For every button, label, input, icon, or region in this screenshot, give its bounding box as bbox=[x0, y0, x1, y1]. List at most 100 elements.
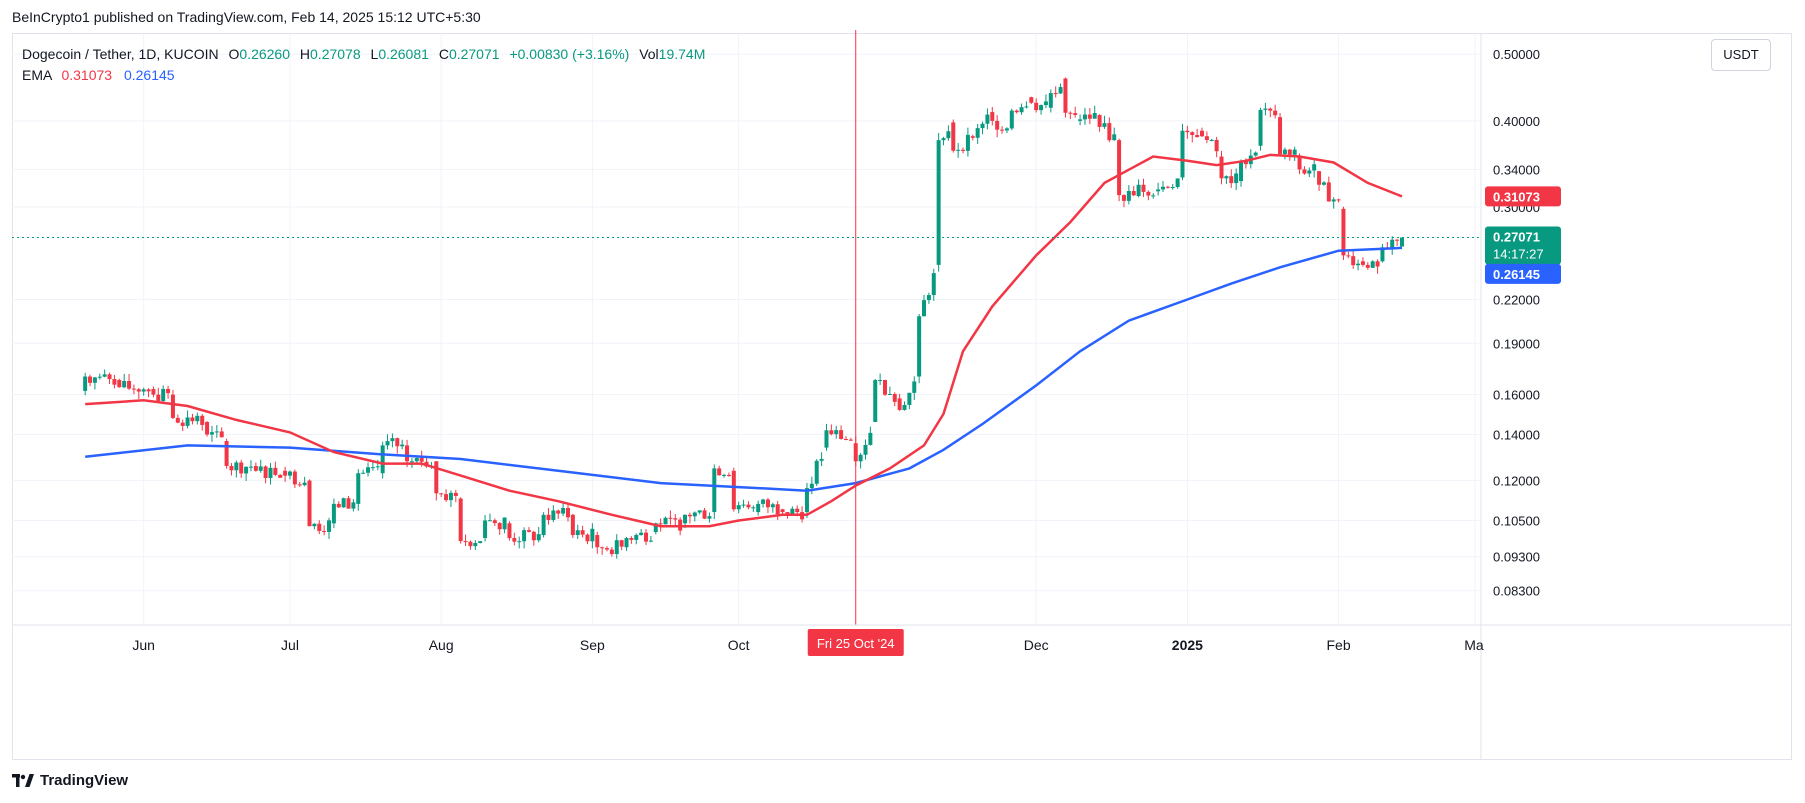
candle-body bbox=[1297, 156, 1302, 170]
candle-body bbox=[775, 504, 780, 515]
candle-body bbox=[1063, 78, 1068, 113]
candle-body bbox=[1019, 107, 1024, 113]
candle-body bbox=[1346, 255, 1351, 257]
y-tick-label: 0.34000 bbox=[1493, 162, 1540, 177]
candle-body bbox=[1102, 123, 1107, 127]
candle-body bbox=[439, 493, 444, 495]
candle-body bbox=[804, 488, 809, 513]
high-value: 0.27078 bbox=[310, 46, 361, 62]
candle-body bbox=[878, 379, 883, 381]
candle-body bbox=[526, 530, 531, 532]
candle-body bbox=[1000, 129, 1005, 131]
tradingview-logo-icon bbox=[12, 774, 34, 787]
candle-body bbox=[639, 532, 644, 536]
candle-body bbox=[1048, 93, 1053, 108]
y-tick-label: 0.16000 bbox=[1493, 388, 1540, 403]
candle-body bbox=[92, 377, 97, 383]
candle-body bbox=[965, 134, 970, 151]
candle-body bbox=[1209, 139, 1214, 141]
crosshair-date-label: Fri 25 Oct '24 bbox=[817, 636, 895, 651]
candle-body bbox=[731, 470, 736, 510]
currency-button[interactable]: USDT bbox=[1711, 39, 1771, 71]
candle-body bbox=[829, 430, 834, 435]
candle-body bbox=[868, 432, 873, 445]
candle-body bbox=[224, 440, 229, 466]
candle-body bbox=[595, 535, 600, 548]
candle-body bbox=[546, 514, 551, 520]
candle-body bbox=[770, 504, 775, 508]
candle-body bbox=[1004, 128, 1009, 131]
x-tick-label: 2025 bbox=[1172, 637, 1203, 653]
candle-body bbox=[761, 499, 766, 504]
candle-body bbox=[707, 516, 712, 519]
candle-body bbox=[307, 480, 312, 527]
candle-body bbox=[1395, 239, 1400, 241]
candle-body bbox=[663, 517, 668, 525]
candle-body bbox=[253, 465, 258, 471]
candle-body bbox=[244, 466, 249, 474]
candle-body bbox=[1087, 114, 1092, 119]
candle-body bbox=[1214, 139, 1219, 152]
candle-body bbox=[214, 431, 219, 433]
tradingview-logo[interactable]: TradingView bbox=[12, 772, 128, 789]
candle-body bbox=[609, 549, 614, 555]
candle-body bbox=[1024, 106, 1029, 108]
candle-body bbox=[229, 465, 234, 471]
y-tick-label: 0.19000 bbox=[1493, 336, 1540, 351]
candle-body bbox=[1190, 132, 1195, 136]
high-label: H bbox=[299, 46, 311, 62]
candle-body bbox=[522, 530, 527, 542]
candle-body bbox=[751, 507, 756, 509]
ema-label[interactable]: EMA bbox=[22, 67, 52, 83]
candle-body bbox=[1117, 140, 1122, 196]
open-value: 0.26260 bbox=[239, 46, 290, 62]
candle-body-last bbox=[1399, 237, 1404, 247]
candle-body bbox=[1107, 123, 1112, 141]
candle-body bbox=[1043, 101, 1048, 106]
candle-body bbox=[122, 381, 127, 388]
candle-body bbox=[536, 534, 541, 541]
candle-body bbox=[1151, 195, 1156, 197]
candle-body bbox=[419, 457, 424, 462]
candle-body bbox=[331, 503, 336, 524]
candle-body bbox=[1282, 149, 1287, 155]
candle-body bbox=[327, 520, 332, 532]
candle-body bbox=[1307, 170, 1312, 174]
candle-body bbox=[1224, 176, 1229, 179]
candle-body bbox=[156, 394, 161, 401]
candle-body bbox=[1268, 108, 1273, 111]
candle-body bbox=[570, 514, 575, 536]
candle-body bbox=[278, 474, 283, 478]
candle-body bbox=[1356, 263, 1361, 266]
candle-body bbox=[507, 523, 512, 539]
candle-body bbox=[414, 457, 419, 462]
candle-body bbox=[463, 541, 468, 543]
candle-body bbox=[195, 415, 200, 422]
candle-body bbox=[961, 149, 966, 151]
candle-body bbox=[1263, 108, 1268, 110]
y-tick-label: 0.12000 bbox=[1493, 474, 1540, 489]
candle-body bbox=[575, 530, 580, 536]
candle-body bbox=[1351, 256, 1356, 266]
candle-body bbox=[585, 534, 590, 542]
candle-body bbox=[112, 379, 117, 385]
candle-body bbox=[1073, 113, 1078, 115]
candle-body bbox=[302, 482, 307, 486]
candle-body bbox=[146, 389, 151, 392]
symbol-name[interactable]: Dogecoin / Tether, 1D, KUCOIN bbox=[22, 46, 219, 62]
candle-body bbox=[370, 467, 375, 469]
candle-body bbox=[580, 530, 585, 535]
candle-body bbox=[1219, 156, 1224, 179]
candle-body bbox=[478, 541, 483, 544]
candle-body bbox=[653, 523, 658, 533]
legend-ema-row: EMA 0.31073 0.26145 bbox=[22, 65, 705, 86]
candle-body bbox=[1034, 102, 1039, 111]
candle-body bbox=[561, 508, 566, 514]
x-tick-label: Jun bbox=[132, 637, 155, 653]
time-axis: Jun Jul Aug Sep Oct Dec 2025 Feb Ma Fri 25 Oct '2… bbox=[12, 624, 1792, 656]
candle-body bbox=[1146, 191, 1151, 196]
candle-body bbox=[487, 520, 492, 522]
candle-body bbox=[956, 149, 961, 151]
candle-body bbox=[936, 140, 941, 265]
